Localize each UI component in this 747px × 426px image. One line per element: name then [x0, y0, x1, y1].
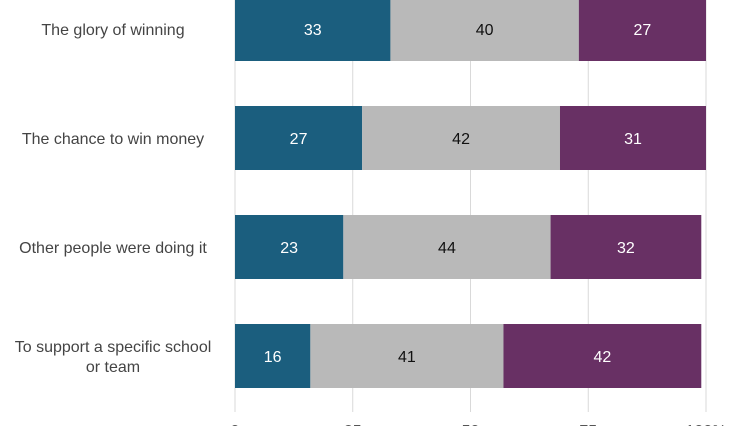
data-label: 44 [438, 240, 456, 257]
value-labels: 33 40 27 27 42 31 23 44 32 16 41 42 [264, 22, 652, 366]
data-label: 31 [624, 131, 642, 148]
data-label: 42 [452, 131, 470, 148]
x-tick-label: 0 [231, 423, 240, 426]
data-label: 27 [290, 131, 308, 148]
bar-segment [550, 215, 702, 279]
category-label: Other people were doing it [19, 240, 207, 257]
bar-segment [559, 106, 706, 170]
category-label: The glory of winning [41, 22, 184, 39]
data-label: 32 [617, 240, 635, 257]
bar-segment [235, 0, 391, 61]
bar-segment [578, 0, 706, 61]
data-label: 16 [264, 349, 282, 366]
x-tick-label: 75 [579, 423, 597, 426]
bar-segment [235, 215, 344, 279]
bar-segment [390, 0, 579, 61]
bars [235, 0, 706, 388]
x-tick-label: 50 [462, 423, 480, 426]
data-label: 33 [304, 22, 322, 39]
category-label: To support a specific school or team [15, 339, 212, 376]
data-label: 23 [280, 240, 298, 257]
bar-segment [503, 324, 702, 388]
x-axis-ticks: 0 25 50 75 100% [231, 423, 727, 426]
data-label: 42 [593, 349, 611, 366]
bar-segment [310, 324, 504, 388]
data-label: 40 [476, 22, 494, 39]
x-tick-label: 25 [344, 423, 362, 426]
data-label: 27 [634, 22, 652, 39]
data-label: 41 [398, 349, 416, 366]
category-labels: The glory of winning The chance to win mo… [15, 22, 212, 376]
bar-segment [235, 324, 311, 388]
x-tick-label: 100% [686, 423, 727, 426]
bar-segment [235, 106, 363, 170]
category-label: The chance to win money [22, 131, 204, 148]
bar-segment [362, 106, 560, 170]
bar-segment [343, 215, 551, 279]
